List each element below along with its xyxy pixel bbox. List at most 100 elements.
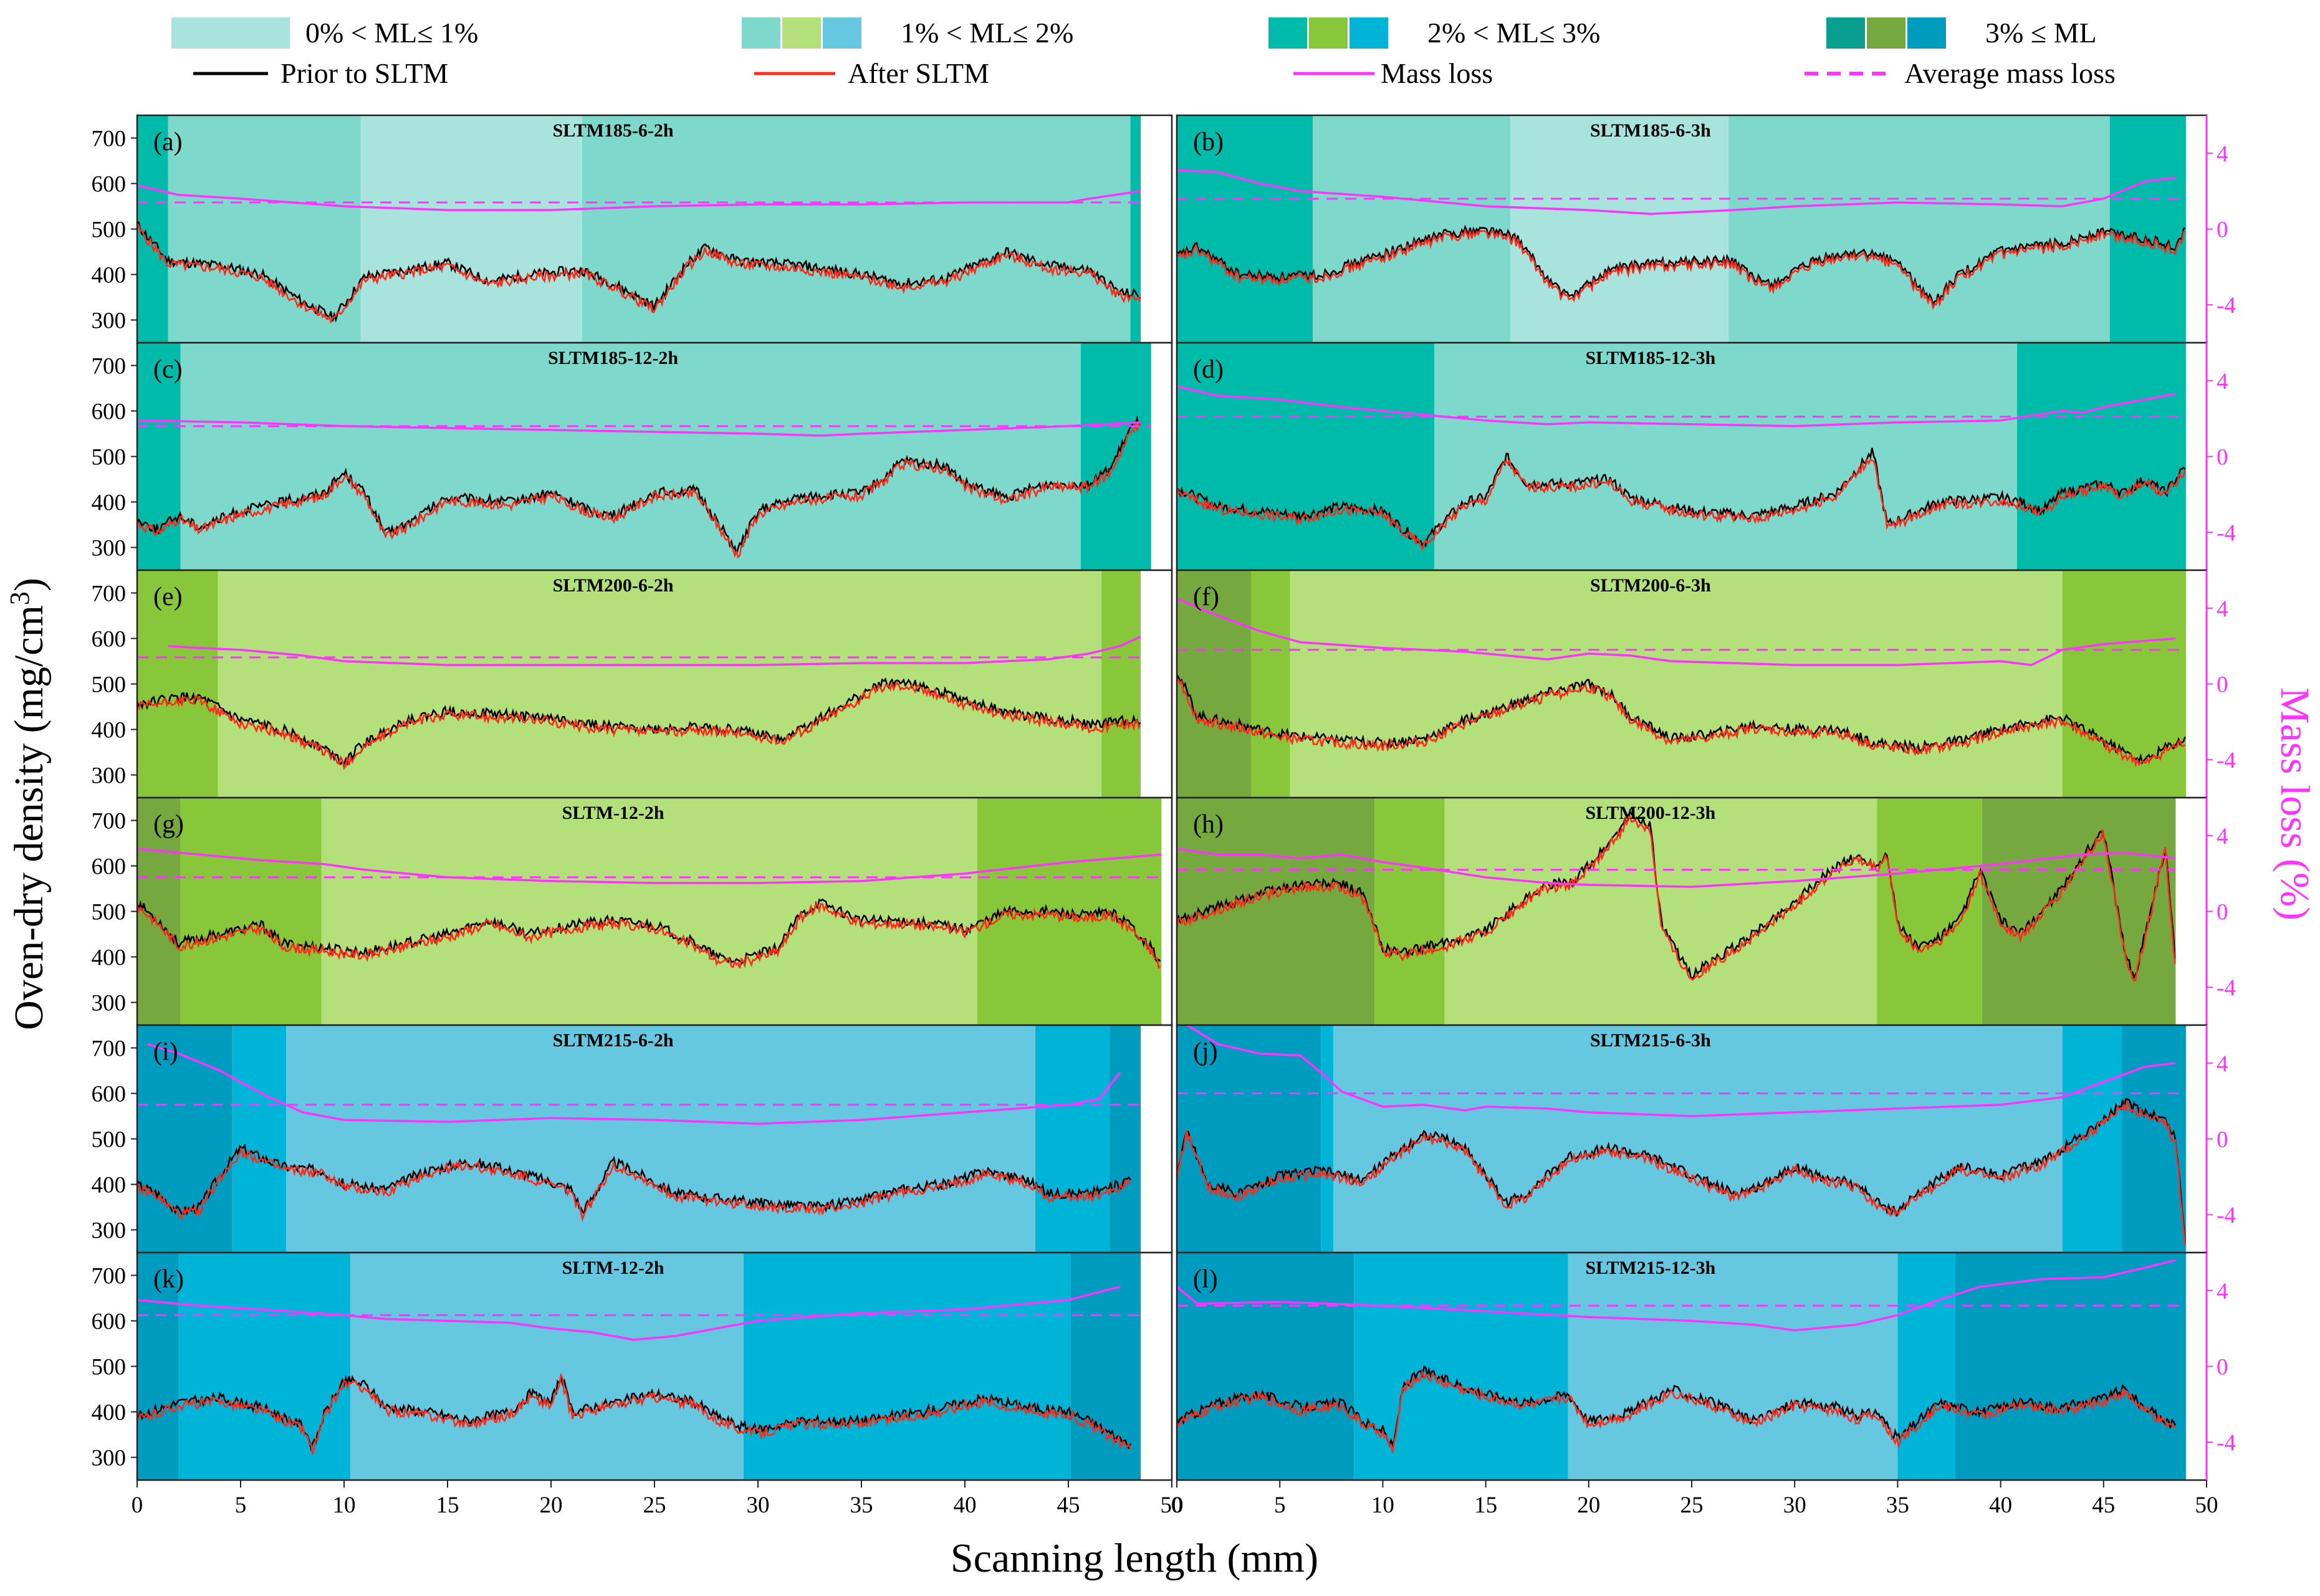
ml-zone: [2122, 1025, 2186, 1253]
ml-zone: [1728, 115, 2110, 343]
y2-tick-label: -4: [2217, 1430, 2236, 1456]
panel-blank-area: [2185, 1253, 2207, 1480]
y-tick-label: 600: [92, 172, 127, 198]
panel-title: SLTM215-12-3h: [1585, 1258, 1715, 1278]
mass-loss-line: [168, 635, 1141, 666]
x-tick-label: 0: [1171, 1493, 1183, 1518]
density-line-prior: [1177, 447, 2186, 548]
density-line-prior: [1177, 224, 2186, 307]
density-line-after: [137, 223, 1141, 325]
y-tick-label: 400: [92, 1173, 127, 1198]
ml-zone: [232, 1025, 287, 1253]
ml-zone: [1982, 798, 2176, 1025]
density-line-after: [1177, 457, 2186, 552]
legend-swatch: [742, 17, 780, 49]
density-line-after: [137, 1372, 1131, 1455]
legend-label: 3% ≤ ML: [1985, 17, 2097, 49]
y-tick-label: 700: [92, 127, 127, 152]
y-tick-label: 500: [92, 900, 127, 925]
density-line-after: [137, 421, 1141, 559]
panel-letter: (l): [1193, 1265, 1218, 1294]
ml-zone: [137, 115, 168, 343]
y2-tick-label: 4: [2217, 824, 2228, 849]
panel-title: SLTM200-6-2h: [553, 575, 674, 596]
ml-zone: [1130, 115, 1141, 343]
ml-zone: [2062, 1025, 2122, 1253]
panel-title: SLTM-12-2h: [562, 803, 664, 823]
legend-label: 2% < ML≤ 3%: [1427, 17, 1600, 49]
x-tick-label: 45: [2092, 1493, 2115, 1518]
ml-zone: [1035, 1025, 1110, 1253]
y-tick-label: 600: [92, 854, 127, 880]
density-line-prior: [1177, 1097, 2186, 1243]
legend-swatch: [1268, 17, 1307, 49]
panel-plot-area: [1177, 115, 2207, 343]
panel-letter: (a): [153, 128, 183, 156]
density-line-after: [1177, 1370, 2176, 1453]
panel-title: SLTM200-12-3h: [1585, 803, 1715, 823]
x-tick-label: 40: [1989, 1493, 2012, 1518]
y-tick-label: 600: [92, 1309, 127, 1335]
x-tick-label: 30: [1783, 1493, 1806, 1518]
panel-k: 300 400 500 600 700 (k) SLTM-12-2h: [92, 1251, 1173, 1481]
y-tick-label: 600: [92, 627, 127, 652]
ml-zone: [1374, 798, 1445, 1025]
panel-letter: (f): [1193, 583, 1219, 611]
mass-loss-line: [1186, 1025, 2176, 1117]
panel-blank-area: [1141, 1253, 1172, 1480]
panel-plot-area: [137, 115, 1172, 343]
mass-loss-line: [1177, 597, 2176, 666]
ml-zone: [1313, 115, 1511, 343]
panel-letter: (i): [153, 1038, 178, 1066]
panel-plot-area: [137, 1025, 1172, 1253]
y-tick-label: 400: [92, 718, 127, 743]
panel-plot-area: [1177, 343, 2207, 570]
panel-letter: (g): [153, 810, 184, 839]
panel-l: -4 0 4 (l) SLTM215-12-3h: [1176, 1251, 2236, 1481]
panel-plot-area: [137, 343, 1172, 570]
x-tick-label: 50: [2195, 1493, 2218, 1518]
panel-b: -4 0 4 (b) SLTM185-6-3h: [1176, 114, 2236, 344]
panel-title: SLTM-12-2h: [562, 1258, 664, 1278]
y2-tick-label: 0: [2217, 1355, 2228, 1380]
x-tick-label: 0: [132, 1493, 143, 1518]
legend-swatch: [1907, 17, 1946, 49]
panel-plot-area: [1177, 570, 2207, 798]
ml-zone: [2062, 570, 2186, 798]
y-tick-label: 300: [92, 308, 127, 334]
y2-tick-label: 0: [2217, 1127, 2228, 1153]
panel-f: -4 0 4 (f) SLTM200-6-3h: [1176, 569, 2236, 799]
panel-title: SLTM200-6-3h: [1590, 575, 1711, 596]
panel-plot-area: [1177, 798, 2207, 1025]
density-line-after: [137, 1146, 1131, 1222]
ml-zone: [1177, 570, 1251, 798]
ml-zone: [286, 1025, 1035, 1253]
ml-zone: [1177, 115, 1313, 343]
y2-tick-label: 4: [2217, 596, 2228, 622]
ml-zone: [2017, 343, 2186, 570]
legend-label: 1% < ML≤ 2%: [901, 17, 1073, 49]
mass-loss-line: [1177, 169, 2176, 215]
panel-title: SLTM185-6-2h: [553, 120, 674, 141]
x-tick-label: 15: [1474, 1493, 1497, 1518]
y2-tick-label: -4: [2217, 748, 2236, 773]
density-line-after: [1177, 1100, 2186, 1246]
panel-letter: (d): [1193, 355, 1224, 384]
panel-blank-area: [2185, 1025, 2207, 1253]
y2-tick-label: -4: [2217, 520, 2236, 546]
y-tick-label: 300: [92, 1446, 127, 1471]
legend-swatch: [1826, 17, 1865, 49]
panel-c: 300 400 500 600 700 (c) SLTM185-12-2h: [92, 342, 1173, 571]
panel-letter: (j): [1193, 1038, 1218, 1066]
y-tick-label: 700: [92, 354, 127, 380]
ml-zone: [350, 1253, 744, 1480]
y-tick-label: 500: [92, 1355, 127, 1380]
ml-zone: [218, 570, 1102, 798]
panel-blank-area: [1141, 570, 1172, 798]
x-axis-title: Scanning length (mm): [951, 1536, 1318, 1581]
panel-blank-area: [2185, 343, 2207, 570]
x-tick-label: 30: [747, 1493, 770, 1518]
y-tick-label: 700: [92, 581, 127, 607]
x-axis-ticks: 0 5 10 15 20 25 30 35 40 45 500 5 10 15 20 25 30 35 40 45 50: [132, 1480, 2218, 1518]
x-tick-label: 20: [540, 1493, 563, 1518]
